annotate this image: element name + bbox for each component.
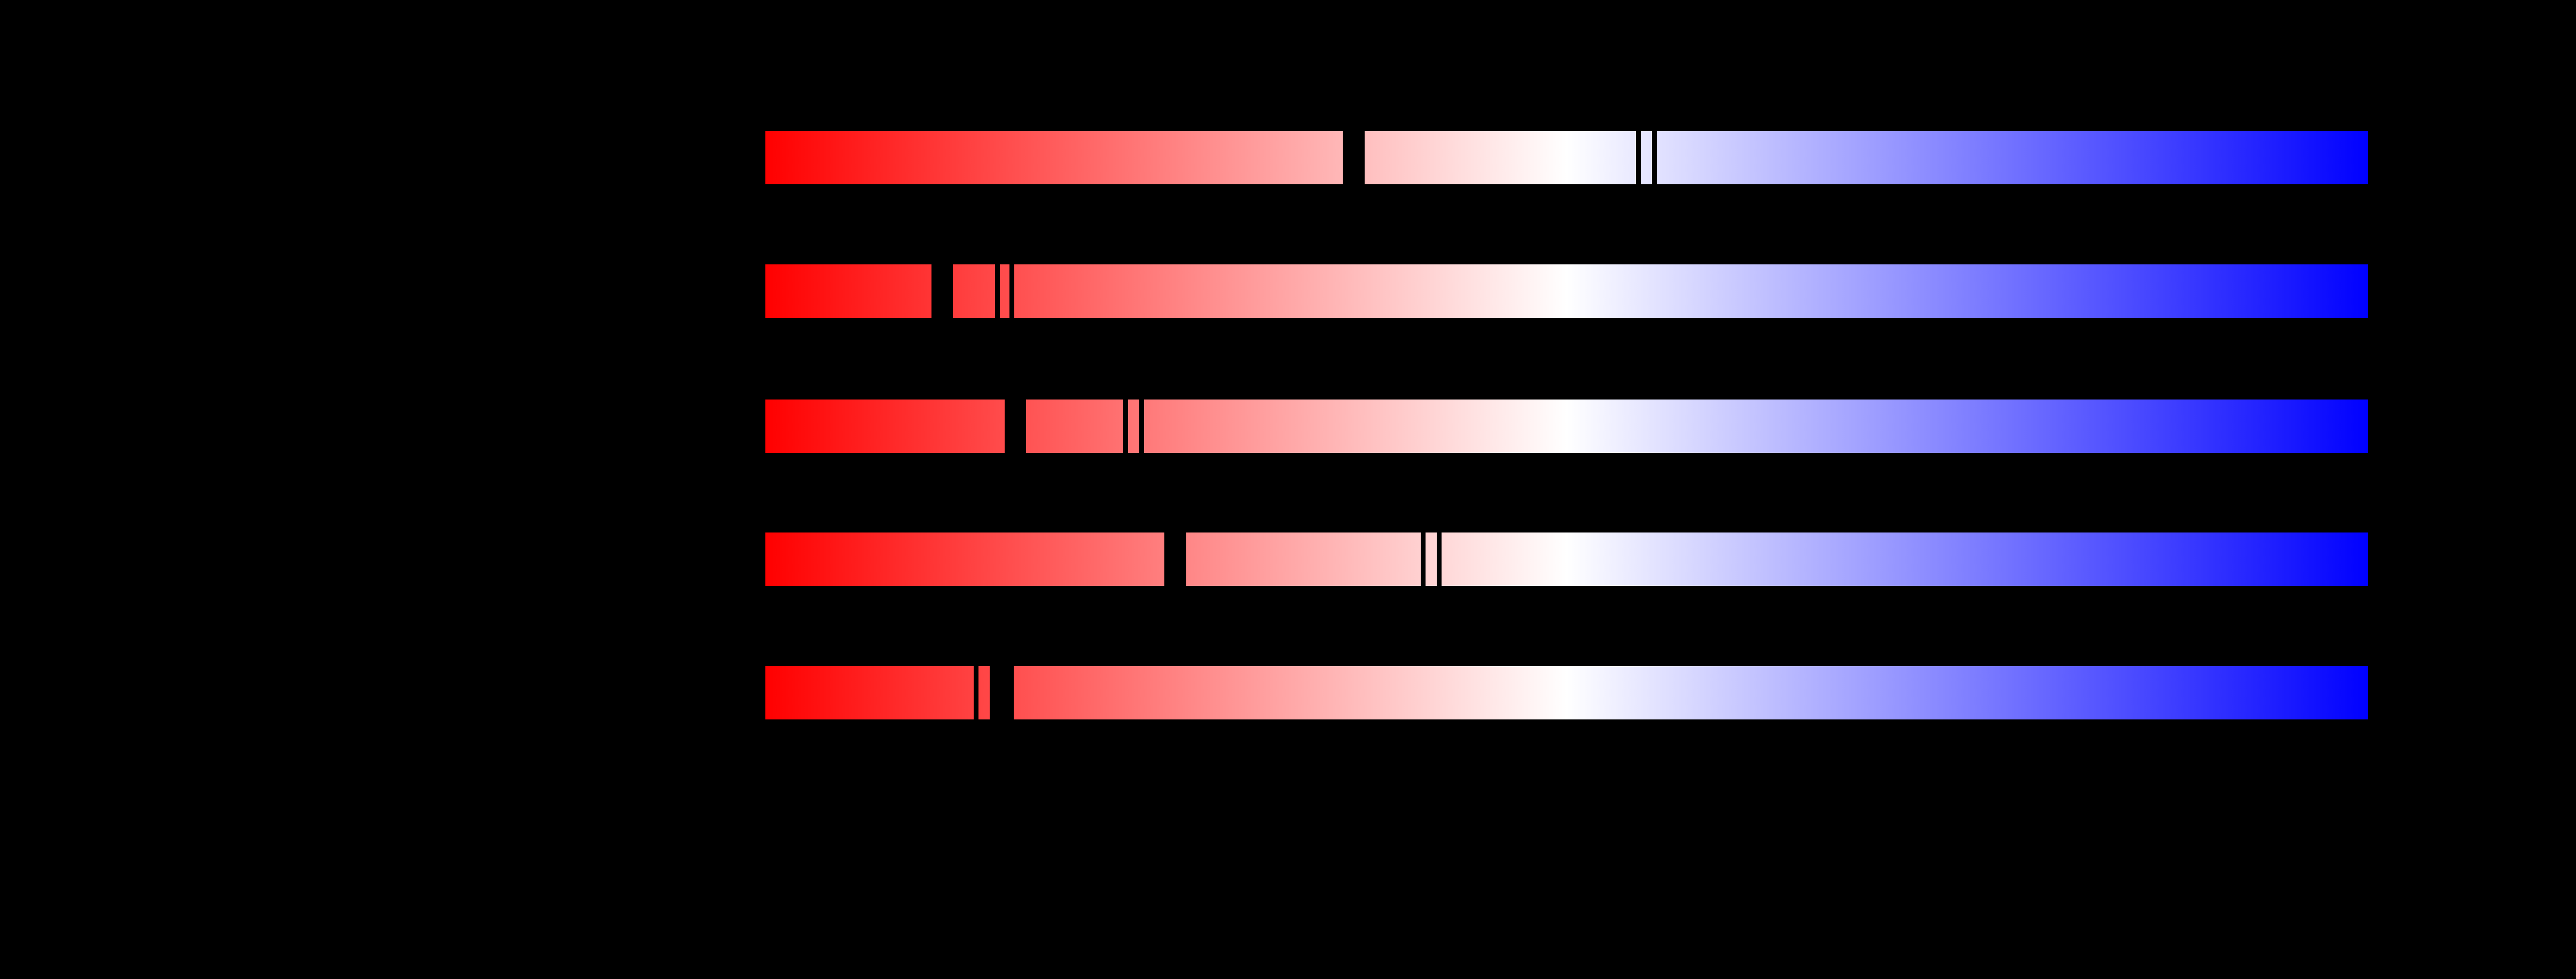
gradient-bar [765,130,2368,185]
gradient-bar [765,532,2368,586]
thin-line-marker [1437,532,1442,586]
thin-line-marker [1421,532,1426,586]
thin-line-marker [1123,399,1128,453]
thick-gap-marker [1343,130,1365,185]
thin-line-marker [1652,130,1657,185]
thin-line-marker [1636,130,1641,185]
gradient-bar [765,399,2368,453]
thin-line-marker [1139,399,1144,453]
thin-line-marker [1009,264,1014,318]
gradient-bar [765,264,2368,318]
thin-line-marker [974,665,978,720]
thick-gap-marker [990,665,1014,720]
thick-gap-marker [1164,532,1186,586]
thin-line-marker [995,264,1000,318]
thick-gap-marker [1005,399,1026,453]
gradient-bar [765,665,2368,720]
thick-gap-marker [931,264,953,318]
